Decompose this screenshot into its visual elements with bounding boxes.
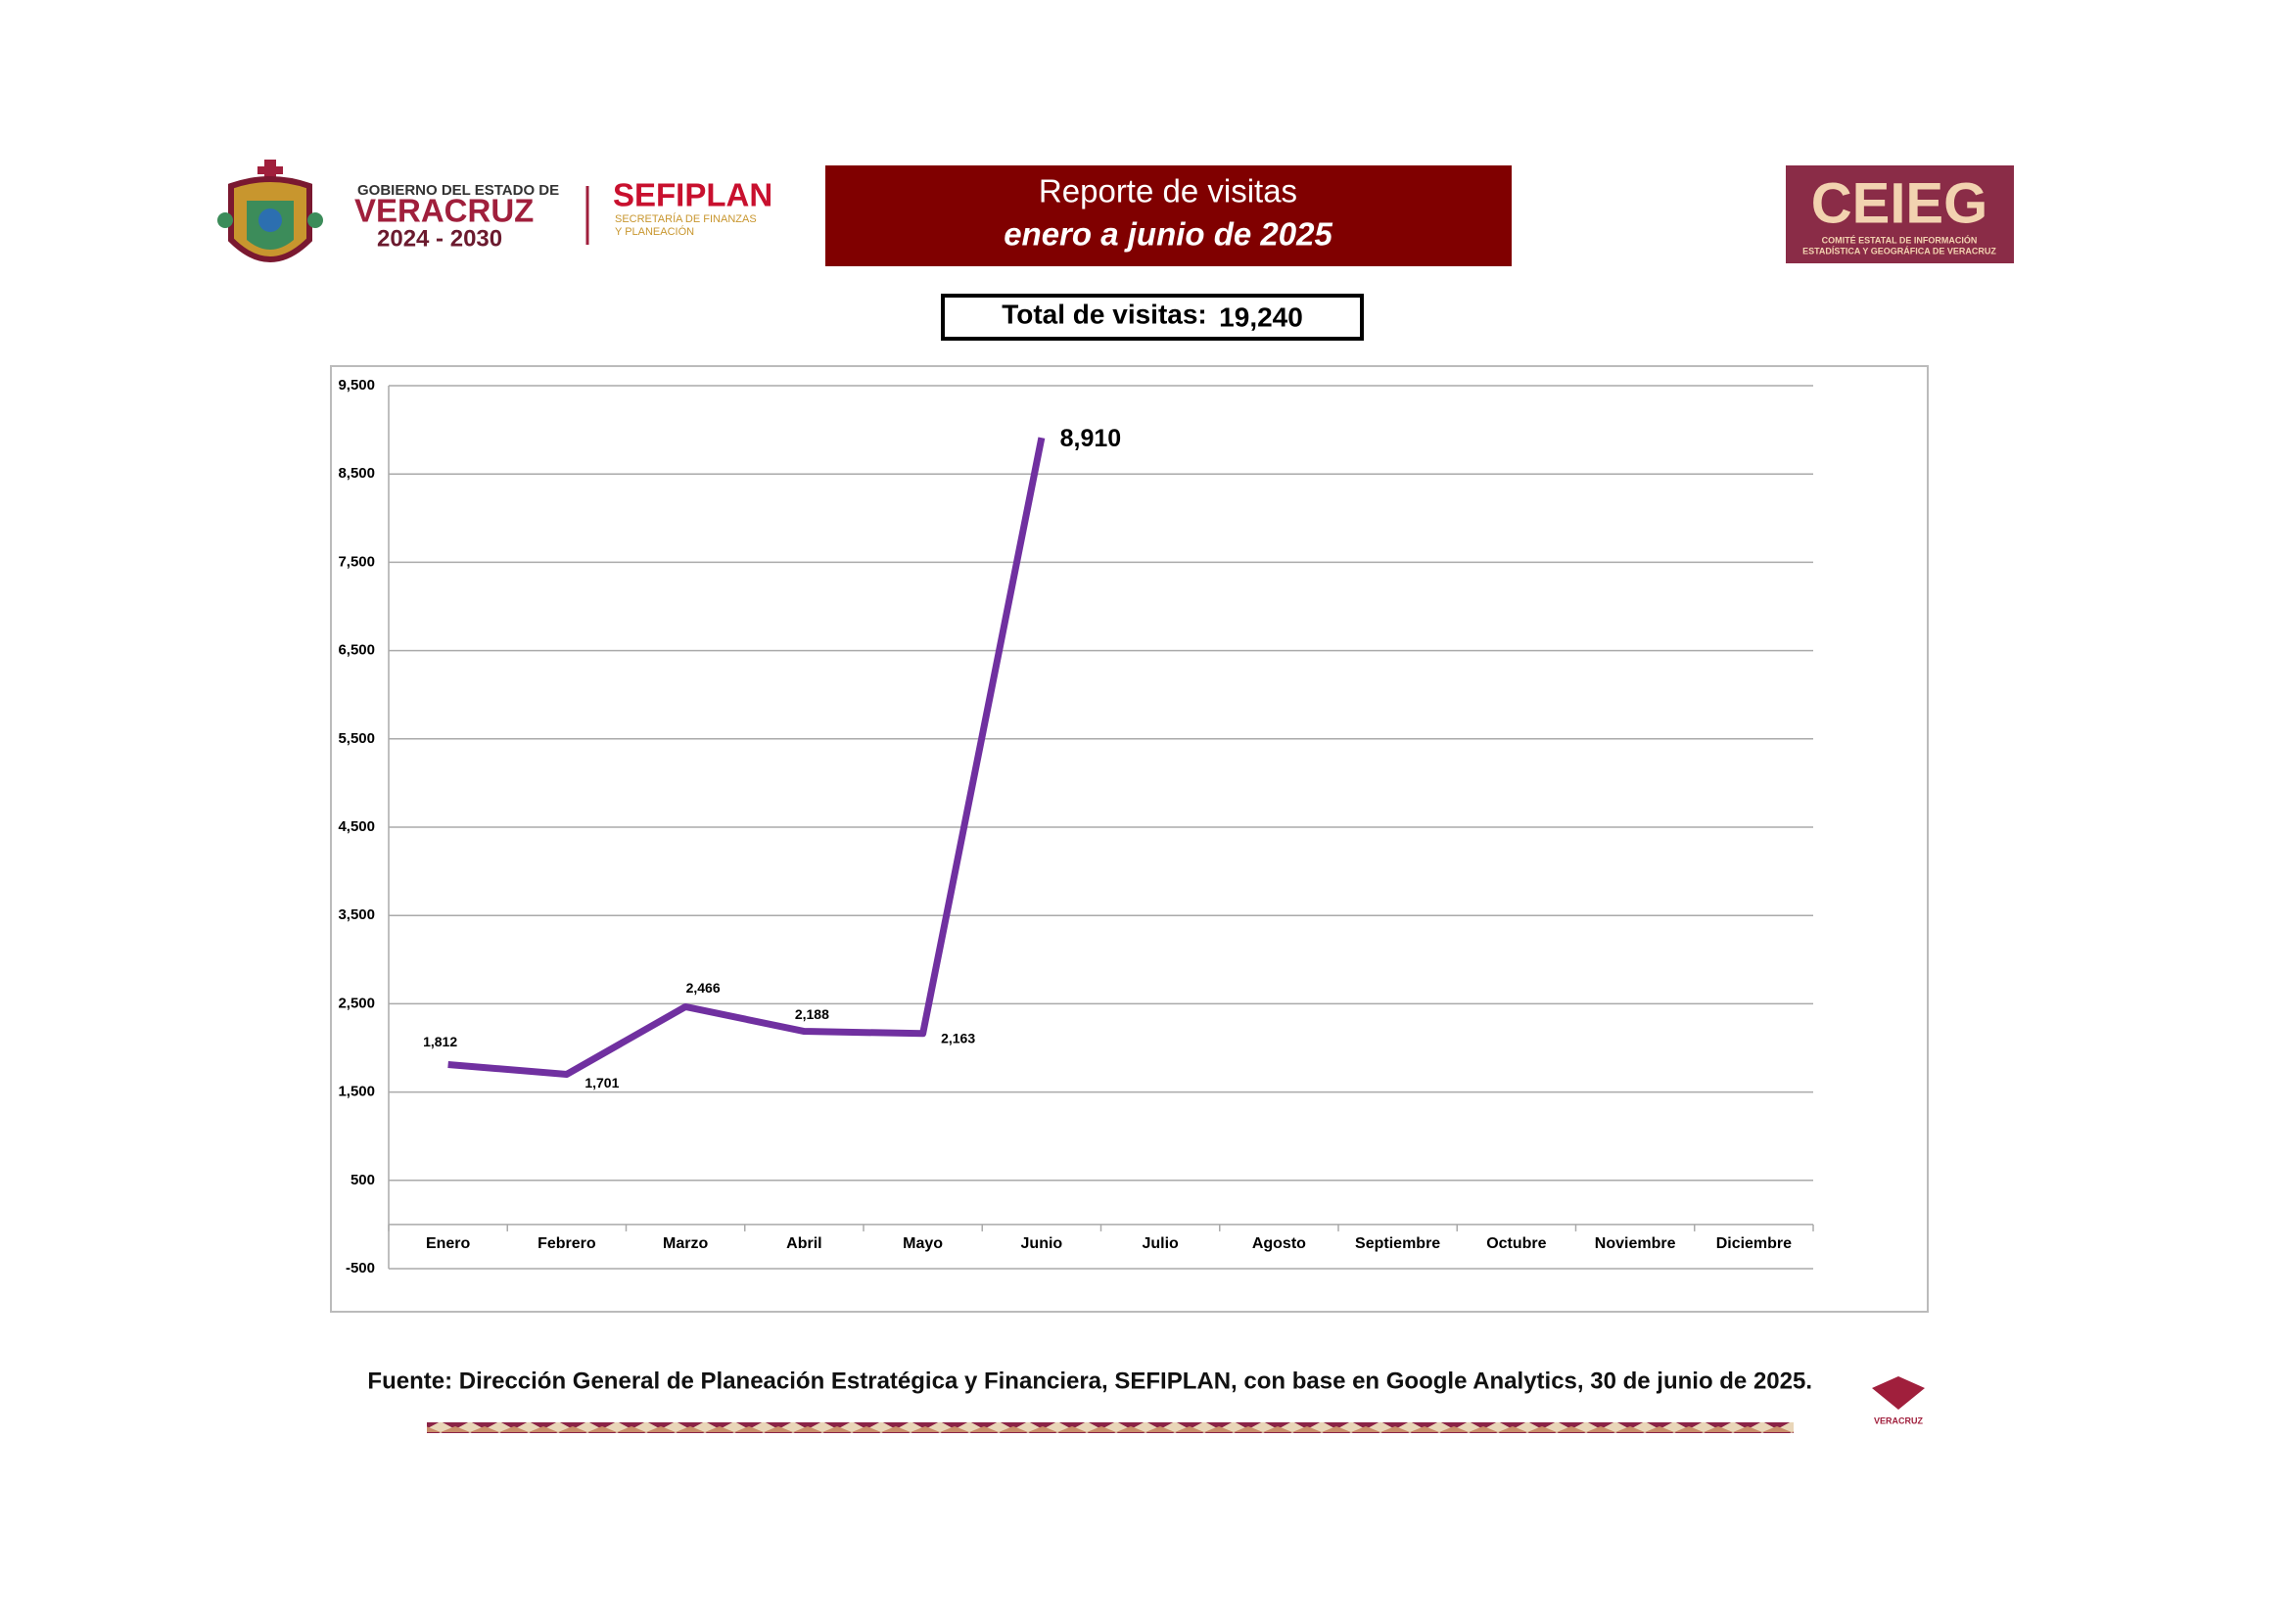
footer-logo xyxy=(1872,1376,1925,1410)
data-label: 1,812 xyxy=(423,1034,457,1049)
ceieg-logo xyxy=(1786,165,2014,263)
gov-line3: 2024 - 2030 xyxy=(377,225,502,252)
x-tick-label: Septiembre xyxy=(1355,1235,1440,1252)
report-period: enero a junio de 2025 xyxy=(1004,216,1332,253)
veracruz-shield xyxy=(217,160,323,262)
data-label: 2,188 xyxy=(795,1006,829,1022)
data-label: 1,701 xyxy=(584,1075,619,1090)
y-tick-label: 1,500 xyxy=(338,1084,375,1100)
sefiplan-sub1: SECRETARÍA DE FINANZAS xyxy=(615,212,757,225)
gov-line1: GOBIERNO DEL ESTADO DE xyxy=(357,182,559,199)
total-box xyxy=(941,294,1364,341)
y-tick-label: 9,500 xyxy=(338,377,375,394)
x-tick-label: Julio xyxy=(1142,1235,1179,1252)
y-tick-label: 7,500 xyxy=(338,553,375,570)
sefiplan-sub2: Y PLANEACIÓN xyxy=(615,225,694,238)
x-tick-label: Junio xyxy=(1021,1235,1063,1252)
decor-stripe xyxy=(427,1422,1794,1433)
y-tick-label: 8,500 xyxy=(338,465,375,482)
x-tick-label: Marzo xyxy=(663,1235,708,1252)
y-tick-label: 2,500 xyxy=(338,995,375,1011)
y-tick-label: -500 xyxy=(346,1260,375,1276)
y-tick-label: 3,500 xyxy=(338,906,375,923)
y-tick-label: 5,500 xyxy=(338,730,375,747)
data-line xyxy=(447,437,1046,1078)
data-label: 2,163 xyxy=(941,1031,975,1046)
footer-logo-text: VERACRUZ xyxy=(1874,1415,1924,1425)
y-tick-label: 6,500 xyxy=(338,642,375,659)
ceieg-text: CEIEG xyxy=(1811,171,1988,235)
x-tick-label: Agosto xyxy=(1252,1235,1306,1252)
gov-line2: VERACRUZ xyxy=(354,193,534,229)
x-tick-label: Noviembre xyxy=(1595,1235,1676,1252)
x-tick-label: Diciembre xyxy=(1716,1235,1792,1252)
data-label: 2,466 xyxy=(686,980,721,996)
source: Fuente: Dirección General de Planeación … xyxy=(367,1368,1812,1394)
total-value: 19,240 xyxy=(1219,302,1303,332)
plot: -500 500 1,500 2,500 3,500 4,500 5,500 6,500 7,5… xyxy=(338,377,1814,1276)
total-label: Total de visitas: xyxy=(1002,299,1207,329)
data-label: 8,910 xyxy=(1060,425,1122,452)
x-tick-label: Febrero xyxy=(537,1235,596,1252)
sefiplan: SEFIPLAN xyxy=(613,177,772,213)
x-tick-label: Enero xyxy=(426,1235,471,1252)
x-tick-label: Abril xyxy=(786,1235,821,1252)
y-tick-label: 4,500 xyxy=(338,818,375,835)
x-tick-label: Octubre xyxy=(1486,1235,1546,1252)
chart-frame xyxy=(330,365,1929,1313)
x-tick-label: Mayo xyxy=(903,1235,943,1252)
report-title: Reporte de visitas xyxy=(1039,173,1297,209)
y-tick-label: 500 xyxy=(351,1172,375,1188)
title-box xyxy=(825,165,1512,266)
ceieg-sub1: COMITÉ ESTATAL DE INFORMACIÓN xyxy=(1822,234,1978,245)
ceieg-sub2: ESTADÍSTICA Y GEOGRÁFICA DE VERACRUZ xyxy=(1802,246,1996,255)
